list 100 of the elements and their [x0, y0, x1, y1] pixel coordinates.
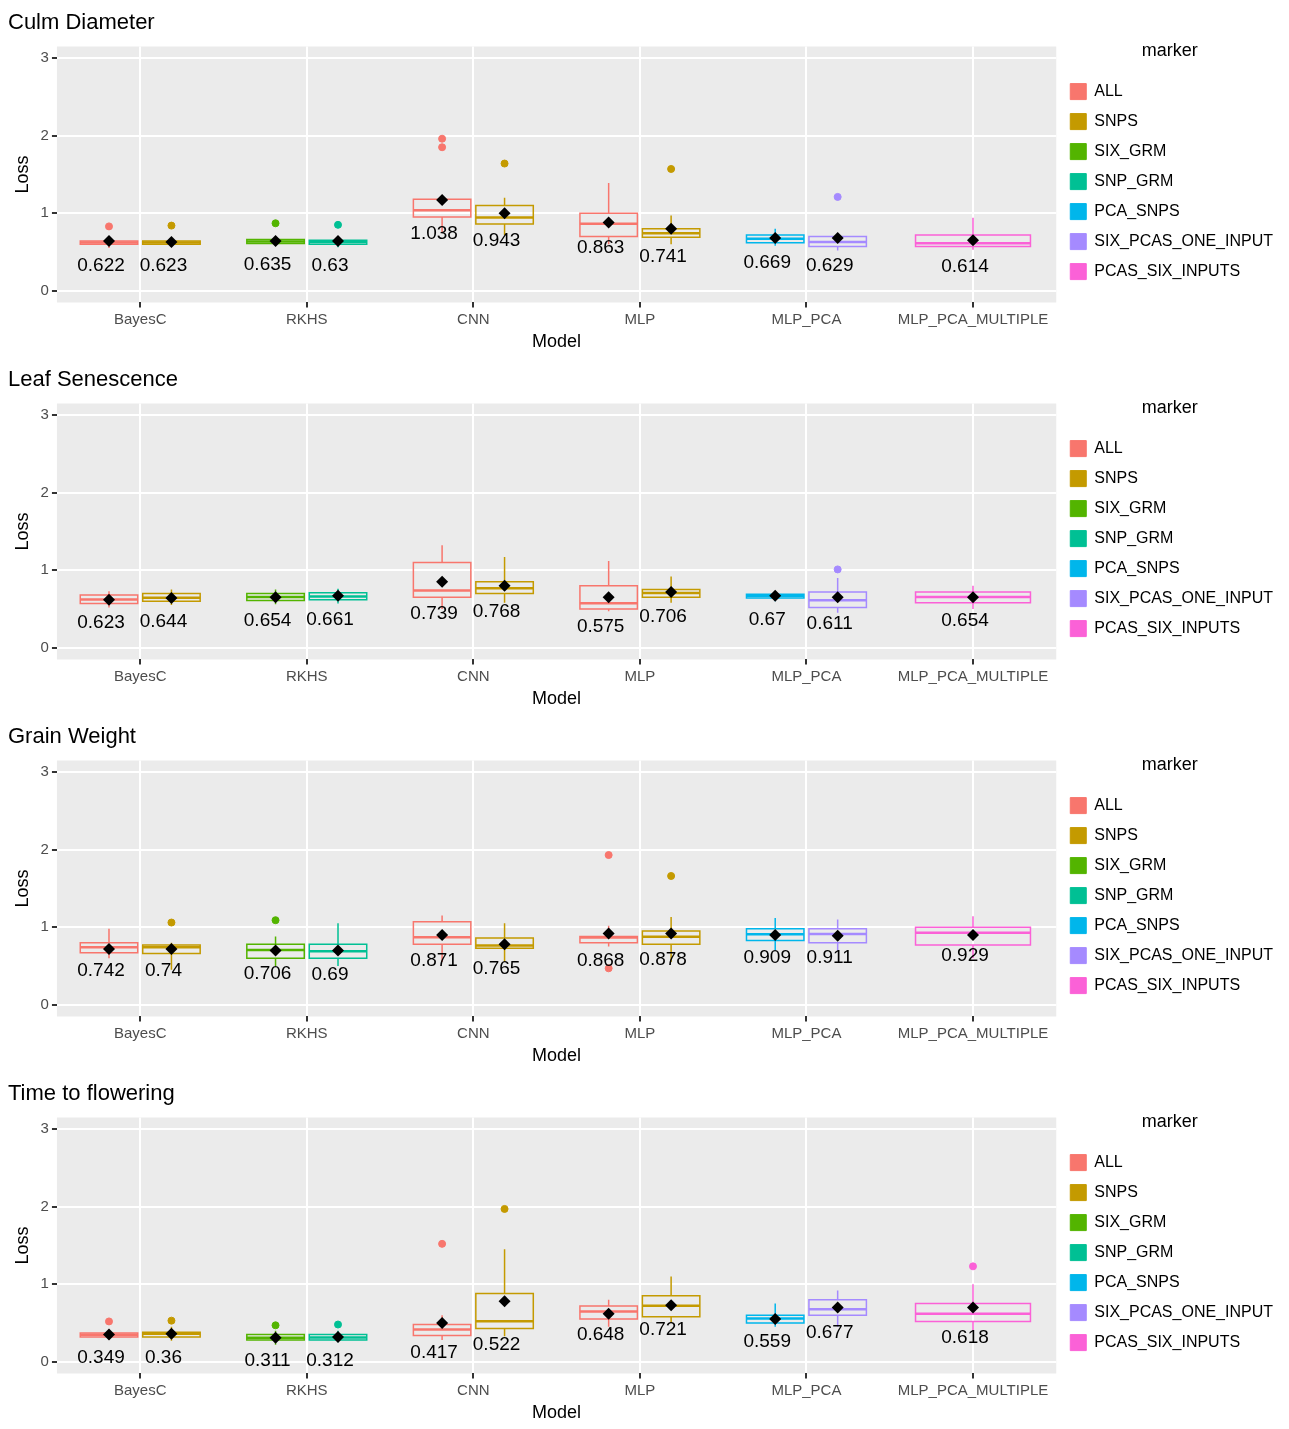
legend-title: marker — [1141, 396, 1198, 417]
text: 0.868 — [576, 949, 625, 971]
x-tick-label: CNN — [457, 1023, 490, 1041]
x-tick-label: RKHS — [285, 309, 328, 327]
text: 0.943 — [472, 229, 521, 251]
text: 0.669 — [743, 250, 791, 272]
text: 0.312 — [306, 1349, 354, 1371]
x-tick-label: MLP — [624, 1023, 656, 1041]
y-axis-title: Loss — [11, 869, 32, 908]
text: 1.038 — [410, 221, 458, 243]
legend-label: SNPS — [1094, 469, 1138, 487]
text: 0.878 — [639, 948, 687, 970]
y-tick-label: 3 — [40, 762, 49, 780]
legend-label: PCA_SNPS — [1094, 916, 1180, 935]
text: 0.69 — [311, 962, 349, 984]
legend-label: SNP_GRM — [1094, 529, 1174, 548]
text: 0.768 — [472, 599, 521, 621]
x-tick-label: CNN — [457, 666, 490, 684]
y-tick-label: 1 — [40, 560, 49, 578]
x-tick-label: MLP — [624, 1380, 656, 1398]
y-tick-label: 1 — [40, 1274, 49, 1292]
y-tick-label: 2 — [40, 125, 49, 143]
legend-label: ALL — [1094, 1153, 1123, 1171]
text: 0.614 — [941, 254, 989, 276]
x-tick-label: MLP_PCA_MULTIPLE — [897, 309, 1049, 327]
text: 0.74 — [144, 959, 182, 981]
text: 0.575 — [576, 614, 625, 636]
legend-label: SIX_PCAS_ONE_INPUT — [1094, 946, 1274, 965]
text: 0.863 — [576, 235, 625, 257]
x-tick-label: MLP_PCA — [771, 1023, 842, 1041]
legend-label: PCA_SNPS — [1094, 559, 1180, 578]
legend-label: PCAS_SIX_INPUTS — [1094, 619, 1241, 638]
legend-label: SIX_GRM — [1094, 1213, 1167, 1232]
x-tick-label: RKHS — [285, 1023, 328, 1041]
text: 0.611 — [806, 612, 853, 634]
x-axis-title: Model — [532, 1402, 582, 1423]
text: 0.349 — [77, 1346, 125, 1368]
text: 0.36 — [144, 1345, 182, 1367]
text: 0.629 — [805, 253, 854, 275]
y-tick-label: 3 — [40, 405, 49, 423]
legend-label: SNPS — [1094, 826, 1138, 844]
x-tick-label: RKHS — [285, 1380, 328, 1398]
text: 0.706 — [639, 604, 687, 626]
legend-label: PCA_SNPS — [1094, 1273, 1180, 1292]
legend-label: ALL — [1094, 439, 1123, 457]
y-tick-label: 1 — [40, 917, 49, 935]
legend-label: SIX_GRM — [1094, 142, 1167, 161]
legend-label: SNPS — [1094, 1183, 1138, 1201]
text: 0.706 — [243, 961, 292, 983]
x-axis-title: Model — [532, 331, 582, 352]
text: 0.644 — [139, 609, 188, 631]
chart-title: Grain Weight — [8, 723, 136, 749]
x-tick-label: MLP_PCA — [771, 1380, 842, 1398]
legend-label: ALL — [1094, 82, 1123, 100]
text: 0.648 — [576, 1323, 625, 1345]
x-tick-label: MLP — [624, 666, 656, 684]
x-tick-label: CNN — [457, 1380, 490, 1398]
y-tick-label: 0 — [40, 1351, 49, 1369]
chart-title: Leaf Senescence — [8, 366, 179, 392]
text: 0.721 — [639, 1317, 687, 1339]
x-tick-label: MLP_PCA_MULTIPLE — [897, 1023, 1049, 1041]
x-tick-label: BayesC — [113, 666, 167, 684]
x-tick-label: MLP_PCA_MULTIPLE — [897, 666, 1049, 684]
y-tick-label: 1 — [40, 203, 49, 221]
text: 0.67 — [748, 607, 786, 629]
legend-label: SNP_GRM — [1094, 886, 1174, 905]
y-axis-title: Loss — [11, 155, 32, 194]
text: 0.654 — [941, 608, 989, 630]
y-tick-label: 2 — [40, 839, 49, 857]
text: 0.765 — [472, 957, 521, 979]
y-axis-title: Loss — [11, 512, 32, 551]
y-axis-title: Loss — [11, 1226, 32, 1265]
legend-label: SNP_GRM — [1094, 172, 1174, 191]
legend-label: SNPS — [1094, 112, 1138, 130]
text: 0.911 — [806, 945, 853, 967]
y-tick-label: 2 — [40, 1196, 49, 1214]
x-tick-label: BayesC — [113, 309, 167, 327]
text: 0.871 — [410, 948, 458, 970]
text: 0.417 — [410, 1341, 458, 1363]
text: 0.739 — [410, 602, 458, 624]
y-tick-label: 3 — [40, 48, 49, 66]
legend-label: PCAS_SIX_INPUTS — [1094, 262, 1241, 281]
text: 0.635 — [243, 253, 292, 275]
text: 0.909 — [743, 945, 791, 967]
text: 0.559 — [743, 1330, 791, 1352]
text: 0.654 — [243, 608, 292, 630]
legend-label: PCAS_SIX_INPUTS — [1094, 976, 1241, 995]
legend-label: SIX_PCAS_ONE_INPUT — [1094, 589, 1274, 608]
text: 0.618 — [941, 1325, 989, 1347]
text: 0.522 — [472, 1333, 521, 1354]
x-tick-label: MLP_PCA_MULTIPLE — [897, 1380, 1049, 1398]
x-axis-title: Model — [532, 688, 582, 709]
text: 0.742 — [77, 958, 125, 980]
x-tick-label: MLP_PCA — [771, 309, 842, 327]
legend-label: SIX_PCAS_ONE_INPUT — [1094, 1303, 1274, 1322]
x-tick-label: BayesC — [113, 1380, 167, 1398]
x-axis-title: Model — [532, 1045, 582, 1066]
legend-label: SIX_GRM — [1094, 499, 1167, 518]
y-tick-label: 3 — [40, 1119, 49, 1137]
x-tick-label: MLP_PCA — [771, 666, 842, 684]
